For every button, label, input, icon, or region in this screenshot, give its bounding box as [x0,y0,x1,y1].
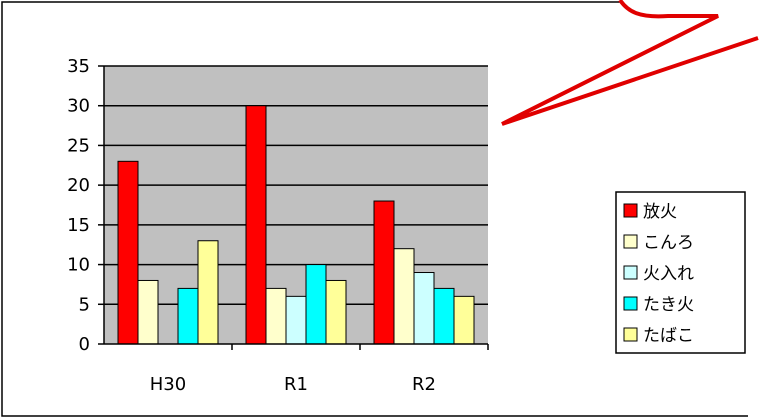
y-tick-label: 30 [67,96,90,117]
bar [245,105,267,345]
chart-frame [1,1,748,417]
y-tick-label: 5 [79,294,90,315]
bar [285,295,307,345]
legend-swatch [623,203,638,218]
bar [137,279,159,345]
bar [433,287,455,345]
bar [265,287,287,345]
legend-swatch [623,327,638,342]
bar [453,295,475,345]
legend-swatch [623,234,638,249]
bar [177,287,199,345]
bar [197,240,219,345]
legend-label: こんろ [643,233,694,253]
legend-swatch [623,296,638,311]
legend-label: たばこ [643,326,694,346]
x-tick-label: H30 [150,374,186,395]
y-tick-label: 25 [67,135,90,156]
bar [393,248,415,345]
x-tick-label: R1 [284,374,308,395]
x-tick-label: R2 [412,374,436,395]
legend-label: たき火 [643,295,694,315]
y-axis: 0 5 10 15 20 25 30 35 [67,56,105,355]
bar [117,160,139,345]
y-tick-label: 35 [67,56,90,77]
bar [413,272,435,345]
x-axis: H30 R1 R2 [104,343,489,395]
y-tick-label: 10 [67,255,90,276]
legend-label: 火入れ [643,264,694,284]
y-tick-label: 20 [67,175,90,196]
y-tick-label: 0 [79,334,90,355]
y-tick-label: 15 [67,215,90,236]
bar [305,264,327,345]
bar [325,279,347,345]
legend-label: 放火 [643,202,677,222]
callout-outline [501,0,759,126]
bar [373,200,395,345]
legend-swatch [623,265,638,280]
